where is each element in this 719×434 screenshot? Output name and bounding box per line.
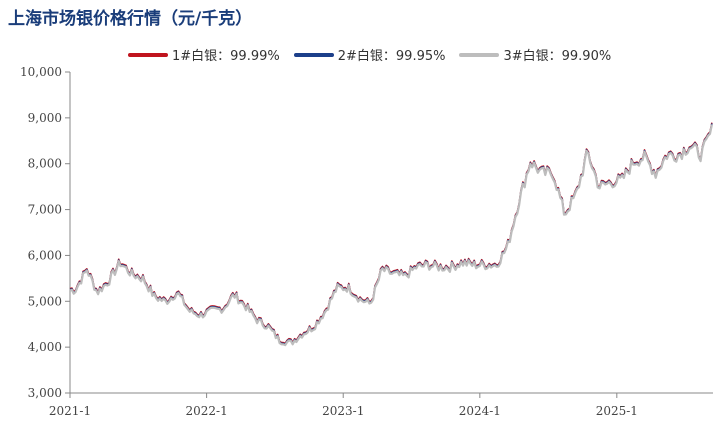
legend-swatch-2 bbox=[293, 52, 334, 57]
y-tick-label: 8,000 bbox=[28, 157, 62, 171]
legend-swatch-3 bbox=[459, 52, 500, 57]
y-tick-label: 6,000 bbox=[28, 248, 62, 262]
chart-series bbox=[69, 122, 713, 347]
legend-item-2: 2#白银：99.95% bbox=[293, 45, 446, 64]
chart-axes: 3,000 4,000 5,000 6,000 7,000 8,000 9,000 10,00… bbox=[20, 65, 713, 418]
y-tick-label: 3,000 bbox=[28, 386, 62, 400]
legend-label-1: 1#白银：99.99% bbox=[172, 49, 280, 64]
series-line-3 bbox=[69, 124, 713, 347]
x-tick-label: 2023-1 bbox=[322, 404, 364, 418]
y-tick-label: 9,000 bbox=[28, 111, 62, 125]
legend-swatch-1 bbox=[128, 52, 168, 57]
series-line-2 bbox=[69, 123, 713, 345]
x-tick-label: 2022-1 bbox=[185, 404, 227, 418]
y-tick-label: 7,000 bbox=[28, 203, 62, 217]
y-tick-label: 5,000 bbox=[28, 294, 62, 308]
x-tick-label: 2024-1 bbox=[459, 404, 501, 418]
x-tick-label: 2025-1 bbox=[596, 404, 638, 418]
x-tick-label: 2021-1 bbox=[49, 404, 91, 418]
y-tick-label: 4,000 bbox=[28, 340, 62, 354]
chart-legend: 1#白银：99.99% 2#白银：99.95% 3#白银：99.90% bbox=[128, 45, 611, 64]
y-tick-label: 10,000 bbox=[20, 65, 62, 79]
series-line-1 bbox=[69, 122, 713, 345]
legend-item-1: 1#白银：99.99% bbox=[128, 45, 280, 64]
legend-label-2: 2#白银：99.95% bbox=[337, 49, 446, 64]
legend-label-3: 3#白银：99.90% bbox=[503, 49, 612, 64]
legend-item-3: 3#白银：99.90% bbox=[459, 45, 611, 64]
chart-title: 上海市场银价格行情（元/千克） bbox=[8, 9, 253, 29]
